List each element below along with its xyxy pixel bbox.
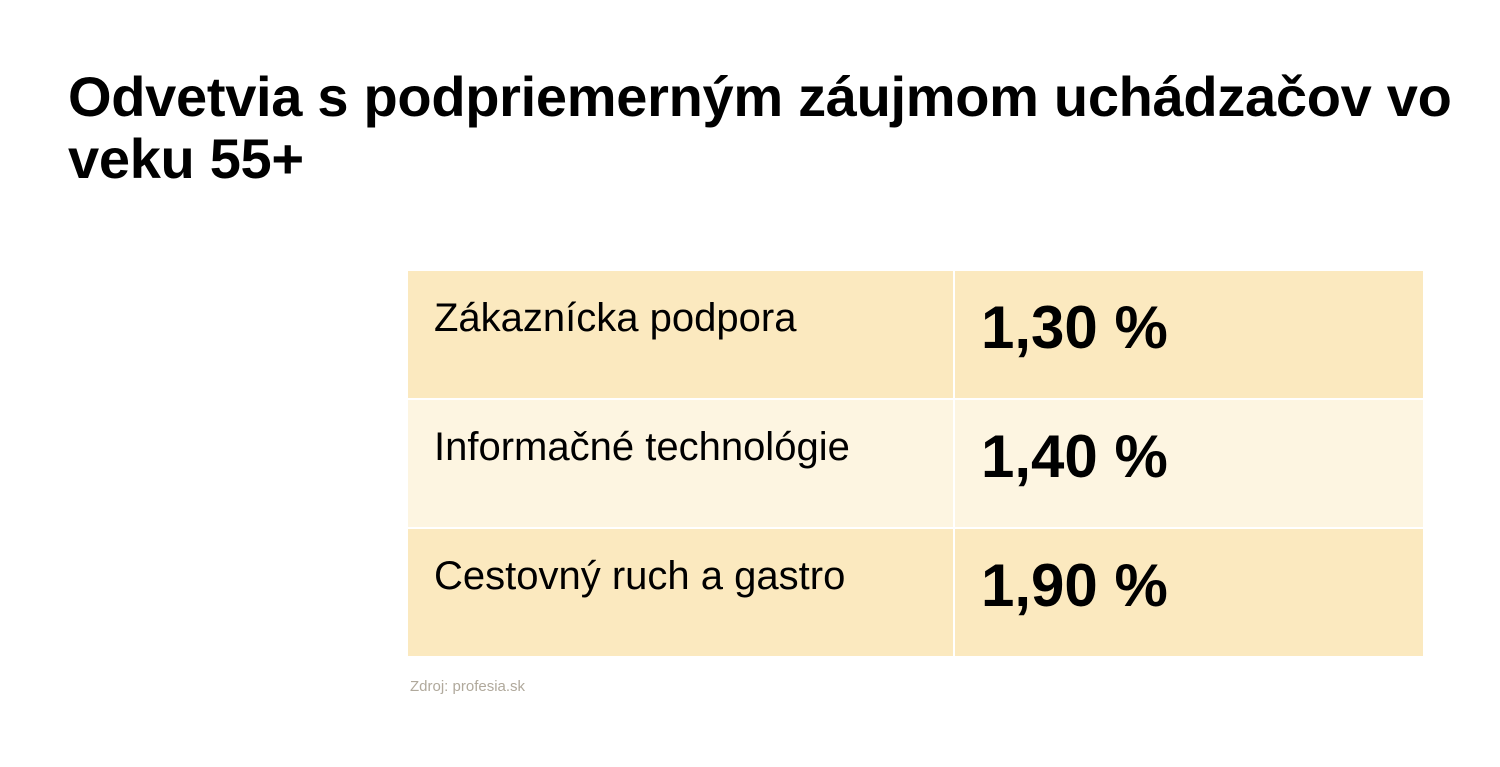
table-body: Zákaznícka podpora 1,30 % Informačné techn… <box>408 271 1423 656</box>
category-cell: Informačné technológie <box>408 398 955 529</box>
table-row: Informačné technológie 1,40 % <box>408 398 1423 529</box>
data-table: Zákaznícka podpora 1,30 % Informačné techn… <box>408 271 1423 656</box>
table-row: Zákaznícka podpora 1,30 % <box>408 271 1423 400</box>
value-label: 1,90 % <box>981 552 1168 619</box>
value-cell: 1,40 % <box>953 398 1423 529</box>
source-note: Zdroj: profesia.sk <box>410 678 526 695</box>
category-cell: Cestovný ruch a gastro <box>408 527 955 656</box>
category-cell: Zákaznícka podpora <box>408 271 955 400</box>
value-label: 1,30 % <box>981 294 1168 361</box>
value-cell: 1,30 % <box>953 271 1423 400</box>
category-label: Cestovný ruch a gastro <box>434 554 846 598</box>
category-label: Informačné technológie <box>434 425 850 469</box>
table-row: Cestovný ruch a gastro 1,90 % <box>408 527 1423 656</box>
value-label: 1,40 % <box>981 423 1168 490</box>
category-label: Zákaznícka podpora <box>434 296 797 340</box>
value-cell: 1,90 % <box>953 527 1423 656</box>
chart-title: Odvetvia s podpriemerným záujmom uchádza… <box>68 65 1452 190</box>
